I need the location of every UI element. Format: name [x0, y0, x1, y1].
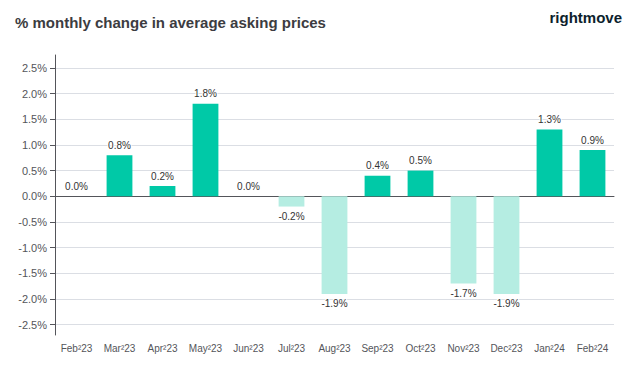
- svg-text:Nov²23: Nov²23: [447, 343, 480, 354]
- svg-text:-1.0%: -1.0%: [18, 242, 47, 254]
- svg-text:Mar²23: Mar²23: [104, 343, 136, 354]
- svg-text:Dec²23: Dec²23: [490, 343, 523, 354]
- svg-text:0.5%: 0.5%: [409, 155, 432, 166]
- svg-text:-2.0%: -2.0%: [18, 293, 47, 305]
- svg-text:0.9%: 0.9%: [581, 135, 604, 146]
- svg-text:0.8%: 0.8%: [108, 140, 131, 151]
- svg-text:Oct²23: Oct²23: [405, 343, 435, 354]
- svg-text:rightmove: rightmove: [549, 9, 622, 26]
- svg-text:1.0%: 1.0%: [22, 139, 47, 151]
- svg-text:0.0%: 0.0%: [237, 181, 260, 192]
- svg-text:-2.5%: -2.5%: [18, 319, 47, 331]
- svg-text:Jan²24: Jan²24: [534, 343, 565, 354]
- svg-text:2.0%: 2.0%: [22, 88, 47, 100]
- svg-text:Aug²23: Aug²23: [318, 343, 351, 354]
- svg-text:0.2%: 0.2%: [151, 171, 174, 182]
- svg-text:0.5%: 0.5%: [22, 165, 47, 177]
- svg-text:Feb²24: Feb²24: [577, 343, 609, 354]
- svg-text:-0.2%: -0.2%: [278, 211, 304, 222]
- svg-text:1.3%: 1.3%: [538, 114, 561, 125]
- svg-text:Apr²23: Apr²23: [147, 343, 177, 354]
- svg-text:2.5%: 2.5%: [22, 62, 47, 74]
- svg-text:-1.9%: -1.9%: [321, 298, 347, 309]
- svg-text:Jul²23: Jul²23: [278, 343, 306, 354]
- svg-text:0.0%: 0.0%: [22, 190, 47, 202]
- svg-text:Sep²23: Sep²23: [361, 343, 394, 354]
- svg-text:-0.5%: -0.5%: [18, 216, 47, 228]
- svg-text:-1.9%: -1.9%: [493, 298, 519, 309]
- svg-text:-1.5%: -1.5%: [18, 267, 47, 279]
- svg-text:0.4%: 0.4%: [366, 160, 389, 171]
- svg-text:-1.7%: -1.7%: [450, 288, 476, 299]
- svg-text:Jun²23: Jun²23: [233, 343, 264, 354]
- svg-text:May²23: May²23: [189, 343, 223, 354]
- svg-text:Feb²23: Feb²23: [61, 343, 93, 354]
- svg-text:1.5%: 1.5%: [22, 113, 47, 125]
- svg-text:% monthly change in average as: % monthly change in average asking price…: [15, 14, 326, 31]
- svg-text:1.8%: 1.8%: [194, 88, 217, 99]
- svg-text:0.0%: 0.0%: [65, 181, 88, 192]
